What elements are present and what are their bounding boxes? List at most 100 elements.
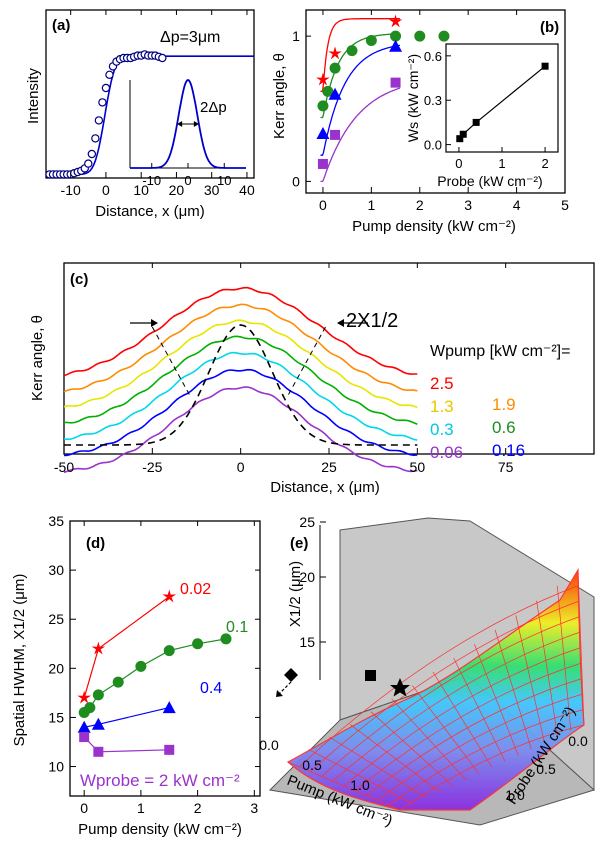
panel-d-xtick-label: 2 xyxy=(194,800,202,816)
panel-e-arrowhead xyxy=(276,690,283,697)
panel-a-data-point xyxy=(101,83,111,93)
panel-c: (c) Kerr angle, θ Distance, x (μm) 2X1/2… xyxy=(29,262,595,496)
panel-a-xticks: -10 0 10 20 30 40 xyxy=(61,10,255,198)
panel-b-label: (b) xyxy=(540,19,559,36)
panel-d-ytick-label: 10 xyxy=(48,759,64,775)
panel-e-mesh-line xyxy=(308,749,414,805)
panel-a-label: (a) xyxy=(52,17,70,34)
panel-a: (a) Δp=3μm Intensity Distance, x (μm) -1… xyxy=(25,9,255,220)
panel-e-ytick-label: 0.0 xyxy=(568,733,588,749)
panel-c-series-line xyxy=(63,386,418,474)
panel-b-xtick-label: 3 xyxy=(464,197,472,213)
panel-e-ytick-label: 0.5 xyxy=(536,761,556,777)
panel-b-data-point xyxy=(365,35,377,46)
panel-b-data-point xyxy=(330,129,341,140)
panel-a-xtick-label: 0 xyxy=(102,182,110,198)
panel-b-data-point xyxy=(388,14,403,28)
panel-d-data-point xyxy=(93,746,104,757)
panel-b-data-point xyxy=(389,39,403,52)
panel-e-arrow xyxy=(277,681,292,696)
panel-b-ylabel: Kerr angle, θ xyxy=(271,53,288,139)
panel-d-data-point xyxy=(164,744,175,755)
panel-a-xlabel: Distance, x (μm) xyxy=(95,203,205,220)
panel-b-ticks: 0 1 2 3 4 5 0 1 xyxy=(292,10,569,213)
panel-c-guide-left xyxy=(151,326,192,399)
panel-a-data-point xyxy=(87,149,97,159)
panel-a-inset: -10 0 10 xyxy=(129,79,246,188)
panel-b-data-point xyxy=(317,158,328,169)
panel-c-legend-label: 1.3 xyxy=(430,397,454,416)
panel-b-fit-line xyxy=(320,87,401,183)
panel-a-inset-annotation: 2Δp xyxy=(200,99,227,116)
panel-d-series-label: 0.4 xyxy=(200,680,222,697)
panel-b-fit-line xyxy=(320,33,400,119)
panel-c-series-line xyxy=(63,286,418,377)
panel-e-mesh-line xyxy=(377,693,583,801)
panel-a-data-point xyxy=(91,134,100,143)
panel-b-xtick-label: 4 xyxy=(513,197,521,213)
panel-e-mesh-line xyxy=(515,615,545,744)
panel-e-mesh-line xyxy=(577,570,585,726)
panel-b-inset-point xyxy=(472,118,480,126)
panel-d-xlabel: Pump density (kW cm⁻²) xyxy=(78,821,242,838)
panel-a-data-point xyxy=(105,70,114,80)
panel-c-xtick-label: 75 xyxy=(498,459,514,475)
panel-a-inset-tick-label: 0 xyxy=(184,173,191,188)
panel-b-inset-xtick-label: 2 xyxy=(541,156,548,171)
panel-d-label: (d) xyxy=(86,535,105,552)
panel-c-series-line xyxy=(63,351,418,441)
panel-b-data-point xyxy=(322,85,334,97)
panel-a-xtick-label: 10 xyxy=(133,182,149,198)
panel-e-ztick-label: 15 xyxy=(299,634,315,650)
panel-e-mesh xyxy=(287,570,585,811)
panel-a-frame xyxy=(45,9,255,179)
panel-d-data-point xyxy=(91,641,106,655)
panel-b: (b) Kerr angle, θ Pump density (kW cm⁻²)… xyxy=(271,9,569,235)
panel-a-xtick-label: 40 xyxy=(239,182,255,198)
panel-d-data-point xyxy=(91,717,105,730)
panel-c-ticks: -50 -25 0 25 50 75 xyxy=(54,263,514,475)
panel-c-series-line xyxy=(63,335,418,425)
panel-b-inset-point xyxy=(456,135,464,143)
panel-b-inset-xtick-label: 1 xyxy=(498,156,505,171)
panel-c-arrowhead-left xyxy=(151,319,158,327)
panel-b-frame xyxy=(305,9,566,194)
panel-e-mesh-line xyxy=(329,736,427,799)
panel-a-data-point xyxy=(84,159,93,168)
panel-e-diamond-marker xyxy=(284,668,298,682)
panel-d-data-point xyxy=(112,676,124,688)
panel-b-inset-ytick-label: 0.3 xyxy=(424,93,442,108)
panel-b-fit-line xyxy=(320,44,400,156)
panel-c-legend-label: 0.6 xyxy=(492,418,516,437)
panel-d-ytick-label: 15 xyxy=(48,709,64,725)
panel-d-plot: 0.02 0.1 0.4 xyxy=(77,581,248,757)
panel-b-data-point xyxy=(390,77,401,88)
panel-e-mesh-line xyxy=(298,585,579,768)
panel-b-inset-xlabel: Probe (kW cm⁻²) xyxy=(437,173,542,189)
panel-d-ytick-label: 35 xyxy=(48,513,64,529)
panel-a-xtick-label: 30 xyxy=(204,182,220,198)
panel-d-data-point xyxy=(79,732,90,743)
panel-e-mesh-line xyxy=(310,600,580,772)
panel-c-xlabel: Distance, x (μm) xyxy=(270,479,380,496)
panel-b-inset-point xyxy=(459,130,467,138)
panel-b-data-point xyxy=(329,62,341,74)
panel-b-data-point xyxy=(328,87,342,100)
panel-e-xtick-label: 0.0 xyxy=(259,737,279,753)
panel-b-data-point xyxy=(316,72,330,86)
panel-e-mesh-line xyxy=(354,662,582,792)
panel-b-xtick-label: 0 xyxy=(319,197,327,213)
panel-a-data-point xyxy=(158,53,167,63)
panel-b-data-point xyxy=(317,100,329,112)
panel-a-data-point xyxy=(98,98,107,107)
panel-b-ytick-label: 1 xyxy=(292,28,300,44)
panel-c-plot xyxy=(63,286,418,474)
panel-d-frame xyxy=(69,520,261,797)
panel-e-mesh-line xyxy=(474,644,519,756)
panel-e-square-marker xyxy=(365,670,376,681)
panel-a-inset-gaussian xyxy=(130,79,246,169)
panel-d-ticks: 0 1 2 3 10 15 20 25 30 35 xyxy=(48,513,260,816)
panel-b-data-point xyxy=(414,30,426,42)
panel-d-ytick-label: 20 xyxy=(48,660,64,676)
panel-d-data-point xyxy=(77,690,91,704)
